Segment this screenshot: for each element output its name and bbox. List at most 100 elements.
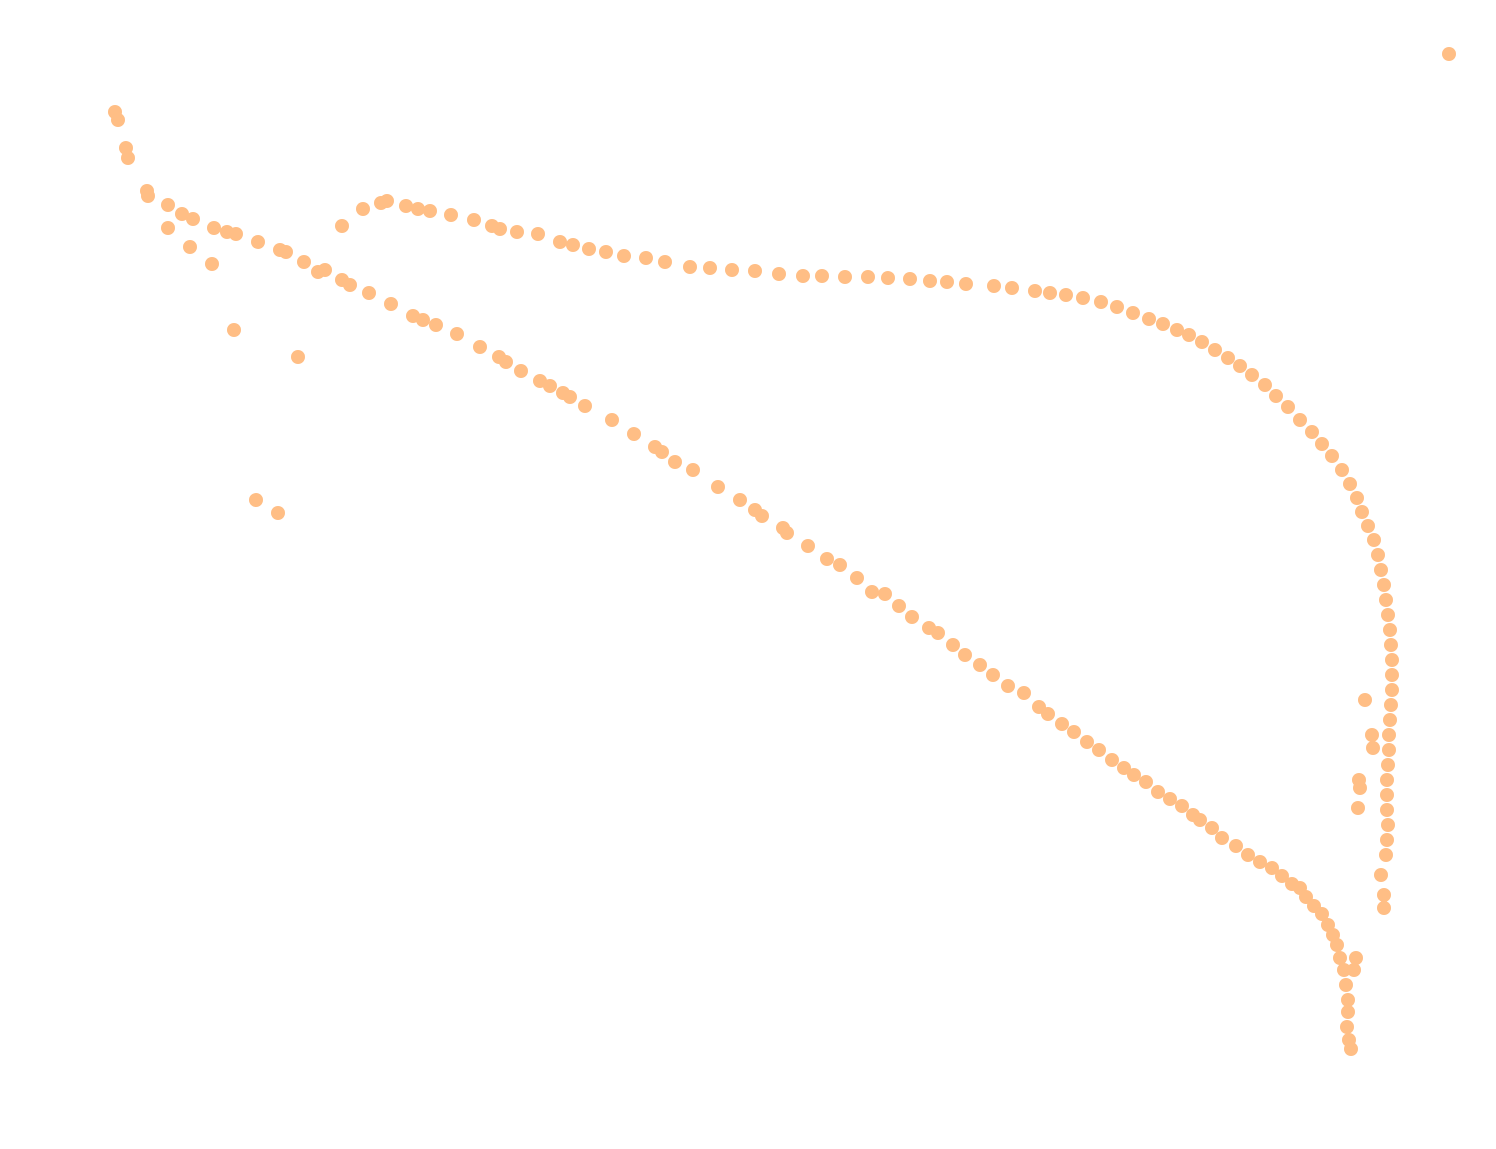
point xyxy=(543,379,557,393)
point xyxy=(796,269,810,283)
point xyxy=(343,278,357,292)
point xyxy=(1055,717,1069,731)
point xyxy=(1380,773,1394,787)
point xyxy=(1374,868,1388,882)
point xyxy=(1381,758,1395,772)
point xyxy=(1380,833,1394,847)
point xyxy=(335,219,349,233)
point xyxy=(1385,653,1399,667)
point xyxy=(1170,323,1184,337)
point xyxy=(1017,686,1031,700)
point xyxy=(1094,295,1108,309)
point xyxy=(946,638,960,652)
point xyxy=(183,240,197,254)
point xyxy=(229,227,243,241)
point xyxy=(1379,848,1393,862)
point xyxy=(605,413,619,427)
point xyxy=(1374,563,1388,577)
point xyxy=(429,318,443,332)
point xyxy=(1117,761,1131,775)
point xyxy=(1315,437,1329,451)
point xyxy=(297,255,311,269)
point xyxy=(1442,47,1456,61)
point xyxy=(1151,785,1165,799)
point xyxy=(1205,821,1219,835)
point xyxy=(627,427,641,441)
point xyxy=(815,269,829,283)
point xyxy=(1092,743,1106,757)
point xyxy=(878,587,892,601)
point xyxy=(1142,312,1156,326)
point xyxy=(686,463,700,477)
point xyxy=(121,151,135,165)
point xyxy=(1333,951,1347,965)
point xyxy=(493,222,507,236)
point xyxy=(905,610,919,624)
point xyxy=(582,242,596,256)
point xyxy=(186,212,200,226)
point xyxy=(958,648,972,662)
point xyxy=(1110,300,1124,314)
point xyxy=(423,204,437,218)
point xyxy=(1059,288,1073,302)
point xyxy=(1265,861,1279,875)
point xyxy=(362,286,376,300)
point xyxy=(1208,343,1222,357)
point xyxy=(959,277,973,291)
point xyxy=(1163,792,1177,806)
point xyxy=(850,571,864,585)
point xyxy=(1156,317,1170,331)
point xyxy=(668,455,682,469)
point xyxy=(384,297,398,311)
point xyxy=(450,327,464,341)
point xyxy=(1325,449,1339,463)
point xyxy=(1371,548,1385,562)
point xyxy=(444,208,458,222)
point xyxy=(1139,775,1153,789)
point xyxy=(1229,839,1243,853)
point xyxy=(1377,578,1391,592)
point xyxy=(251,235,265,249)
point xyxy=(711,480,725,494)
point xyxy=(1380,788,1394,802)
point xyxy=(1305,425,1319,439)
point xyxy=(881,271,895,285)
point xyxy=(1175,799,1189,813)
point xyxy=(1381,818,1395,832)
point xyxy=(1195,335,1209,349)
point xyxy=(318,263,332,277)
point xyxy=(1028,284,1042,298)
point xyxy=(987,279,1001,293)
point xyxy=(1351,801,1365,815)
point xyxy=(1358,693,1372,707)
point xyxy=(658,255,672,269)
point xyxy=(1355,505,1369,519)
point xyxy=(820,552,834,566)
point xyxy=(553,235,567,249)
point xyxy=(1076,291,1090,305)
point xyxy=(1384,638,1398,652)
point xyxy=(578,399,592,413)
point xyxy=(510,225,524,239)
point xyxy=(1367,533,1381,547)
point xyxy=(1341,1005,1355,1019)
point xyxy=(986,668,1000,682)
point xyxy=(1221,351,1235,365)
point xyxy=(1233,359,1247,373)
point xyxy=(291,350,305,364)
point xyxy=(1384,698,1398,712)
point xyxy=(1258,378,1272,392)
point xyxy=(1080,735,1094,749)
point xyxy=(467,213,481,227)
point xyxy=(1377,888,1391,902)
point xyxy=(861,270,875,284)
point xyxy=(1245,368,1259,382)
point xyxy=(141,189,155,203)
point xyxy=(563,390,577,404)
point xyxy=(1382,728,1396,742)
point xyxy=(356,202,370,216)
point xyxy=(279,245,293,259)
point xyxy=(865,585,879,599)
point xyxy=(1241,848,1255,862)
